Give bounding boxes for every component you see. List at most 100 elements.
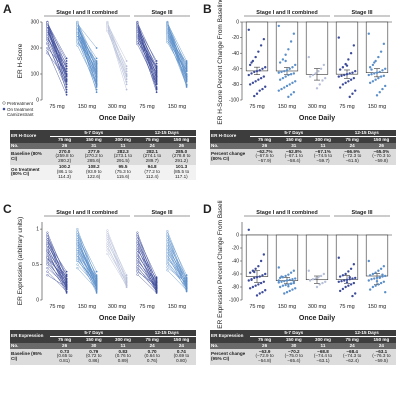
y-tick-label: -20 <box>232 35 239 41</box>
data-point <box>378 276 381 280</box>
data-point <box>284 59 287 63</box>
pretreatment-point <box>136 235 139 238</box>
row-label: Baseline (80% CI) <box>10 149 50 165</box>
data-point <box>381 69 384 72</box>
x-axis-label: Once Daily <box>99 315 135 322</box>
table-cell: 0.73 (0.65 to 0.81) <box>50 349 80 365</box>
on-treatment-point <box>185 282 188 284</box>
data-point <box>278 78 282 81</box>
x-tick-label: 150 mg <box>78 104 96 110</box>
on-treatment-point <box>95 66 98 69</box>
y-tick-label: 0.5 <box>32 262 39 268</box>
pretreatment-point <box>46 30 49 33</box>
on-treatment-point <box>185 286 188 289</box>
data-point <box>294 287 297 290</box>
paired-line <box>107 253 127 286</box>
paired-line <box>167 262 187 285</box>
data-point <box>321 79 324 82</box>
col-head: 75 mg <box>50 136 80 143</box>
group-head: 5-7 Days <box>50 130 138 137</box>
paired-line <box>107 232 127 283</box>
data-point <box>264 66 267 69</box>
row-label: No. <box>10 143 50 149</box>
y-axis-label: ER H-Score <box>17 43 24 78</box>
x-axis-label: Once Daily <box>299 315 335 322</box>
pretreatment-point <box>76 21 79 25</box>
table-row: Baseline (80% CI) 270.0 (259.8 to 280.2) 27… <box>10 149 196 165</box>
pretreatment-point <box>46 263 49 266</box>
on-treatment-point <box>65 91 68 94</box>
col-head: 300 mg <box>308 136 338 143</box>
pretreatment-point <box>46 37 49 40</box>
data-point <box>338 86 342 89</box>
data-point <box>259 44 263 47</box>
data-point <box>247 228 250 231</box>
pretreatment-point <box>46 266 49 270</box>
table-cell: −65.0% (−70.3 to −59.8) <box>366 149 396 165</box>
x-tick-label: 75 mg <box>339 104 354 110</box>
on-treatment-point <box>155 287 158 290</box>
pretreatment-point <box>46 236 49 239</box>
table-cell: 31 <box>279 143 309 149</box>
paired-line <box>47 251 67 277</box>
pretreatment-point <box>106 242 109 245</box>
data-point <box>308 279 312 282</box>
col-head: 150 mg <box>79 136 109 143</box>
on-treatment-point <box>125 276 128 279</box>
paired-line <box>137 267 157 288</box>
panel-label: A <box>3 2 12 16</box>
paired-line <box>47 258 67 279</box>
paired-line <box>77 249 97 286</box>
pretreatment-point <box>76 30 79 33</box>
bar <box>275 21 299 72</box>
pretreatment-point <box>166 263 169 266</box>
group-header: Stage III <box>351 10 373 16</box>
on-treatment-point <box>95 84 98 87</box>
on-treatment-point <box>125 65 128 68</box>
pretreatment-point <box>46 259 49 263</box>
legend-on: On treatment <box>7 107 34 112</box>
col-head: 150 mg <box>79 336 109 343</box>
data-point <box>382 42 386 46</box>
paired-line <box>107 247 127 282</box>
x-tick-label: 75 mg <box>49 304 64 310</box>
data-point <box>349 52 353 55</box>
paired-line <box>77 232 97 272</box>
pretreatment-point <box>106 252 109 256</box>
data-point <box>319 67 323 71</box>
data-point <box>307 269 310 272</box>
data-point <box>324 280 327 283</box>
paired-line <box>167 40 187 71</box>
pretreatment-point <box>106 246 109 249</box>
on-treatment-point <box>65 75 68 78</box>
x-tick-label: 150 mg <box>168 304 186 310</box>
on-treatment-point <box>185 66 188 69</box>
data-point <box>288 278 291 282</box>
group-head: 12-15 Days <box>337 130 396 137</box>
paired-line <box>47 271 67 292</box>
on-treatment-point <box>95 74 98 77</box>
paired-line <box>137 42 157 67</box>
data-point <box>280 87 283 91</box>
data-point <box>288 83 291 86</box>
pretreatment-point <box>136 252 139 256</box>
data-point <box>368 81 372 85</box>
data-point <box>280 70 283 74</box>
paired-line <box>77 237 97 276</box>
paired-line <box>167 32 187 85</box>
x-tick-label: 75 mg <box>249 304 264 310</box>
data-point <box>278 61 282 64</box>
paired-line <box>77 45 97 85</box>
on-treatment-point <box>95 287 98 289</box>
group-head: 12-15 Days <box>137 130 196 137</box>
pretreatment-point <box>46 270 49 273</box>
data-point <box>343 279 346 282</box>
data-point <box>384 291 387 294</box>
paired-line <box>77 41 97 79</box>
on-treatment-point <box>125 282 128 284</box>
pretreatment-point <box>46 256 49 259</box>
data-point <box>248 271 252 274</box>
data-point <box>285 84 289 88</box>
data-point <box>284 283 287 287</box>
table-d: ER Expression 5-7 Days 12-15 Days 75 mg 150 … <box>210 330 396 365</box>
